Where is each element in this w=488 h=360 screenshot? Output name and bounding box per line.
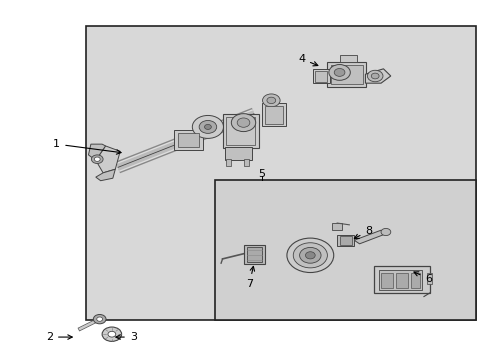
Bar bbox=[222, 114, 259, 148]
Polygon shape bbox=[96, 146, 120, 173]
Text: 2: 2 bbox=[46, 332, 72, 342]
Circle shape bbox=[305, 252, 315, 259]
Bar bbox=[373, 266, 429, 293]
Circle shape bbox=[91, 155, 103, 163]
Polygon shape bbox=[88, 144, 105, 160]
Bar bbox=[244, 244, 264, 264]
Circle shape bbox=[299, 247, 321, 263]
Circle shape bbox=[328, 64, 349, 80]
Circle shape bbox=[192, 116, 223, 138]
Bar bbox=[261, 103, 285, 126]
Bar bbox=[177, 133, 199, 147]
Circle shape bbox=[266, 97, 275, 104]
Text: 3: 3 bbox=[116, 332, 137, 342]
Bar bbox=[315, 71, 327, 82]
Circle shape bbox=[199, 121, 216, 134]
Circle shape bbox=[366, 70, 382, 82]
Circle shape bbox=[380, 228, 390, 235]
Bar bbox=[378, 270, 422, 290]
Circle shape bbox=[108, 331, 116, 337]
Bar bbox=[380, 273, 392, 288]
Circle shape bbox=[93, 315, 106, 324]
Bar bbox=[86, 26, 475, 320]
Circle shape bbox=[293, 243, 327, 268]
Bar bbox=[331, 223, 341, 230]
Circle shape bbox=[94, 157, 100, 161]
Text: 1: 1 bbox=[53, 139, 121, 154]
Bar bbox=[173, 130, 203, 149]
Bar bbox=[339, 55, 356, 62]
Bar bbox=[247, 247, 262, 262]
Text: 7: 7 bbox=[245, 266, 254, 289]
Circle shape bbox=[237, 118, 249, 127]
Bar bbox=[427, 273, 431, 284]
Text: 6: 6 bbox=[413, 272, 431, 284]
Bar bbox=[395, 273, 407, 288]
Bar bbox=[225, 117, 255, 145]
Circle shape bbox=[231, 114, 255, 132]
Text: 4: 4 bbox=[297, 54, 317, 66]
Bar bbox=[264, 106, 282, 124]
Polygon shape bbox=[365, 69, 390, 83]
Circle shape bbox=[286, 238, 333, 273]
Circle shape bbox=[262, 94, 280, 107]
Circle shape bbox=[102, 327, 122, 341]
Bar bbox=[215, 180, 475, 320]
Text: 5: 5 bbox=[258, 168, 264, 179]
Circle shape bbox=[333, 68, 344, 76]
Bar bbox=[327, 62, 366, 87]
Bar bbox=[339, 236, 351, 245]
Bar bbox=[336, 235, 353, 246]
Bar bbox=[224, 147, 251, 160]
Bar bbox=[225, 159, 230, 166]
Bar bbox=[330, 64, 362, 84]
Text: 8: 8 bbox=[354, 226, 372, 238]
Circle shape bbox=[204, 125, 211, 130]
Polygon shape bbox=[353, 230, 385, 244]
Bar bbox=[244, 159, 249, 166]
Circle shape bbox=[97, 317, 102, 321]
Polygon shape bbox=[96, 169, 115, 181]
Circle shape bbox=[370, 73, 378, 79]
Bar bbox=[312, 69, 329, 83]
Bar bbox=[410, 273, 419, 288]
